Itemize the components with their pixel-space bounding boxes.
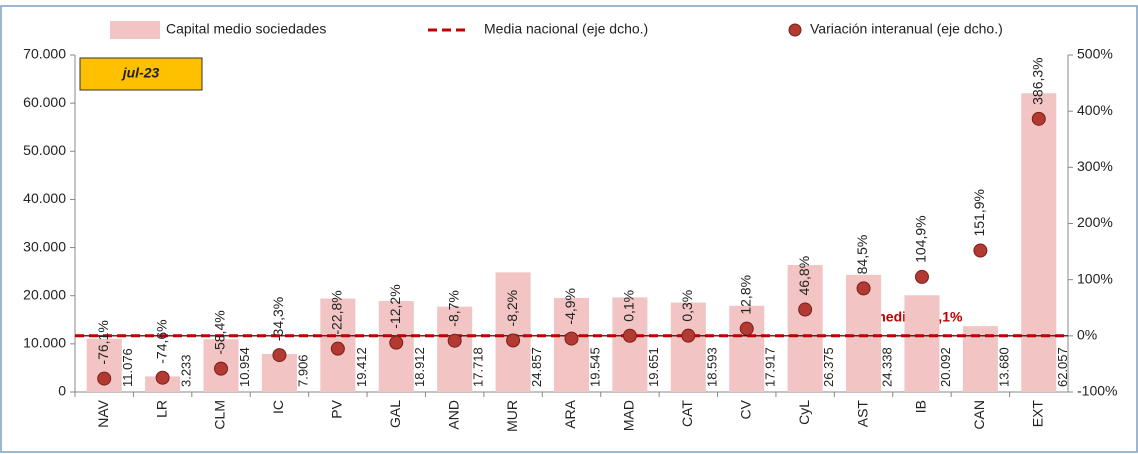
x-tick-label: CyL <box>796 400 812 425</box>
bar <box>904 295 940 392</box>
point <box>622 328 637 343</box>
bar-value-label: 3.233 <box>179 354 194 387</box>
x-tick-label: IB <box>913 400 929 413</box>
x-tick-label: CV <box>737 399 753 419</box>
x-tick-label: EXT <box>1029 400 1045 428</box>
point <box>564 331 579 346</box>
period-box <box>79 57 203 91</box>
point-value-label: -74,6% <box>153 319 169 363</box>
y-tick-label: 60.000 <box>23 94 66 110</box>
bar <box>612 297 648 392</box>
point-value-label: -4,9% <box>562 288 578 325</box>
y-tick-label: 0 <box>58 383 66 399</box>
bar-value-label: 26.375 <box>821 347 836 387</box>
x-tick-label: CLM <box>212 400 228 430</box>
point <box>389 335 404 350</box>
y2-tick-label: -100% <box>1077 383 1117 399</box>
x-tick-label: LR <box>153 400 169 418</box>
y2-tick-label: 500% <box>1077 46 1113 62</box>
point-value-label: 104,9% <box>913 215 929 262</box>
point <box>856 281 871 296</box>
point <box>798 302 813 317</box>
point-value-label: 386,3% <box>1029 57 1045 104</box>
bar-value-label: 62.057 <box>1055 347 1070 387</box>
point-value-label: -76,1% <box>95 320 111 364</box>
point-value-label: 0,1% <box>621 290 637 322</box>
point-value-label: -12,2% <box>387 284 403 328</box>
y-tick-label: 30.000 <box>23 238 66 254</box>
legend-swatch <box>110 21 160 39</box>
bar-value-label: 19.545 <box>587 347 602 387</box>
x-tick-label: ARA <box>562 399 578 428</box>
y-tick-label: 10.000 <box>23 335 66 351</box>
bar-value-label: 18.912 <box>412 347 427 387</box>
y2-tick-label: 400% <box>1077 102 1113 118</box>
bar <box>1021 93 1057 392</box>
point-value-label: 84,5% <box>854 235 870 275</box>
x-tick-label: NAV <box>95 399 111 427</box>
bar-value-label: 13.680 <box>996 347 1011 387</box>
y2-tick-label: 100% <box>1077 270 1113 286</box>
point <box>447 333 462 348</box>
x-tick-label: MUR <box>504 400 520 432</box>
x-tick-label: AND <box>445 400 461 430</box>
point-value-label: -8,7% <box>445 290 461 327</box>
bar-value-label: 10.954 <box>237 347 252 387</box>
point-value-label: -8,2% <box>504 290 520 327</box>
point <box>914 269 929 284</box>
bar <box>729 305 765 392</box>
y2-tick-label: 200% <box>1077 214 1113 230</box>
point <box>1031 111 1046 126</box>
bar-value-label: 18.593 <box>704 347 719 387</box>
bar-value-label: 17.917 <box>763 347 778 387</box>
bar-value-label: 19.651 <box>646 347 661 387</box>
legend-label: Variación interanual (eje dcho.) <box>810 21 1003 37</box>
y-tick-label: 50.000 <box>23 142 66 158</box>
y-tick-label: 40.000 <box>23 190 66 206</box>
x-tick-label: CAN <box>971 400 987 430</box>
point <box>681 328 696 343</box>
bar <box>495 272 531 392</box>
point <box>272 348 287 363</box>
point-value-label: -22,8% <box>329 290 345 334</box>
legend-swatch <box>788 23 802 37</box>
y2-tick-label: 0% <box>1077 327 1097 343</box>
bar <box>787 265 823 392</box>
point <box>214 361 229 376</box>
y2-tick-label: 300% <box>1077 158 1113 174</box>
point-value-label: -34,3% <box>270 297 286 341</box>
point-value-label: 46,8% <box>796 256 812 296</box>
bar-value-label: 7.906 <box>295 354 310 387</box>
point <box>739 321 754 336</box>
bar <box>670 302 706 392</box>
point <box>97 371 112 386</box>
point <box>155 370 170 385</box>
period-label: jul-23 <box>121 65 160 81</box>
bar-value-label: 11.076 <box>120 348 135 387</box>
bar <box>437 306 473 392</box>
bar-value-label: 24.857 <box>529 347 544 387</box>
point <box>973 243 988 258</box>
y-tick-label: 20.000 <box>23 286 66 302</box>
x-tick-label: IC <box>270 400 286 414</box>
x-tick-label: GAL <box>387 400 403 428</box>
point-value-label: 0,3% <box>679 290 695 322</box>
bar-value-label: 24.338 <box>880 347 895 387</box>
point <box>506 333 521 348</box>
bar-value-label: 20.092 <box>938 347 953 387</box>
point-value-label: 151,9% <box>971 189 987 236</box>
bar-value-label: 17.718 <box>471 347 486 387</box>
y-tick-label: 70.000 <box>23 46 66 62</box>
bar-value-label: 19.412 <box>354 347 369 387</box>
point-value-label: -58,4% <box>212 310 228 354</box>
legend-label: Capital medio sociedades <box>166 21 326 37</box>
point-value-label: 12,8% <box>737 275 753 315</box>
x-tick-label: PV <box>329 399 345 418</box>
x-tick-label: AST <box>854 400 870 428</box>
x-tick-label: CAT <box>679 400 695 427</box>
x-tick-label: MAD <box>621 400 637 431</box>
point <box>330 341 345 356</box>
legend-label: Media nacional (eje dcho.) <box>484 21 648 37</box>
